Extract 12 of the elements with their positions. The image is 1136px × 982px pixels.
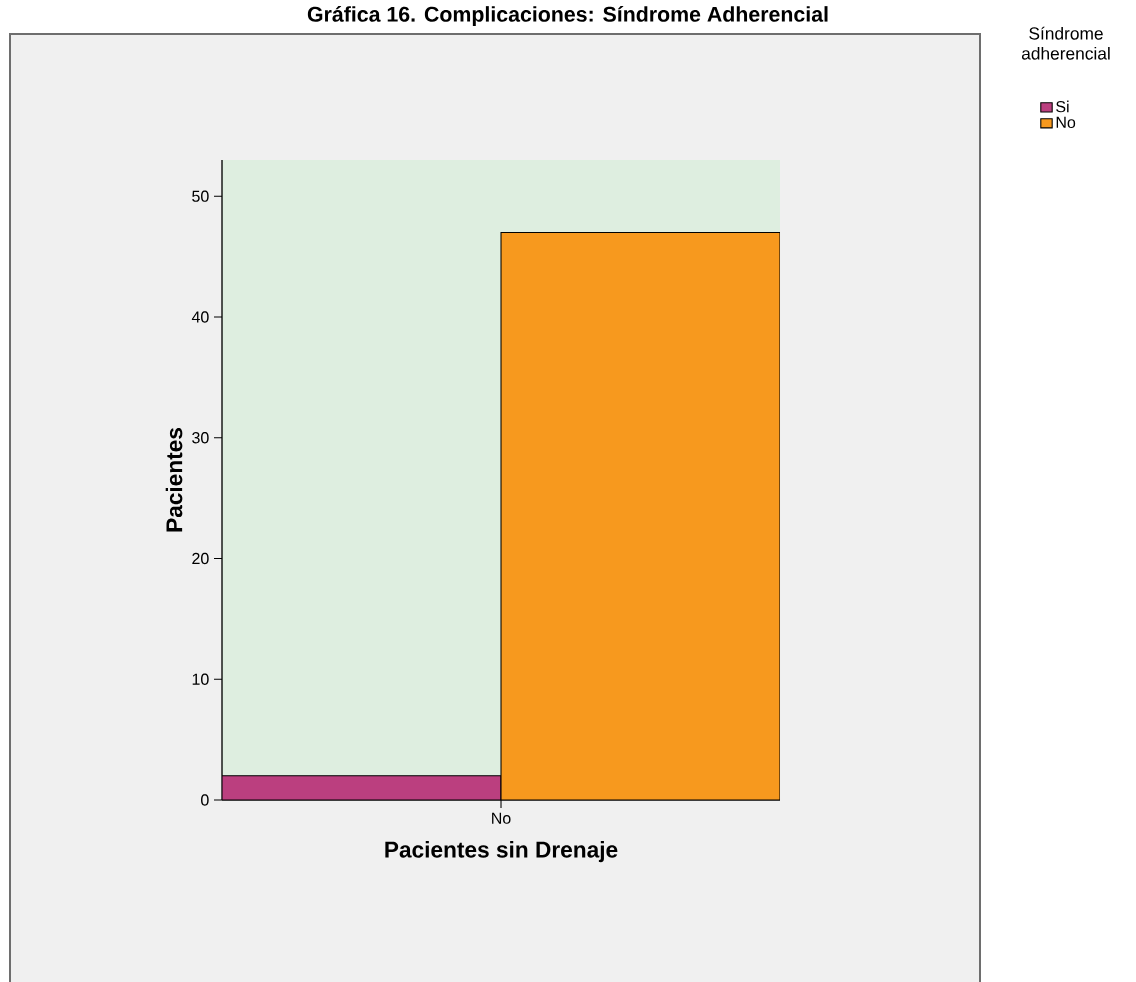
chart-title: Gráfica 16. Complicaciones: Síndrome Adherencial — [307, 5, 828, 27]
y-tick-label: 50 — [192, 190, 209, 202]
y-tick-label: 30 — [192, 432, 209, 444]
y-tick-label: 0 — [201, 794, 209, 806]
x-axis-title: Pacientes sin Drenaje — [385, 841, 618, 863]
legend-title: Síndrome adherencial — [1021, 26, 1110, 60]
legend-label: No — [1056, 116, 1076, 128]
y-tick-label: 10 — [192, 673, 209, 685]
legend-label: Si — [1056, 100, 1069, 113]
y-axis-title: Pacientes — [165, 428, 183, 532]
y-tick-label: 20 — [192, 552, 209, 565]
y-tick-label: 40 — [191, 311, 209, 323]
